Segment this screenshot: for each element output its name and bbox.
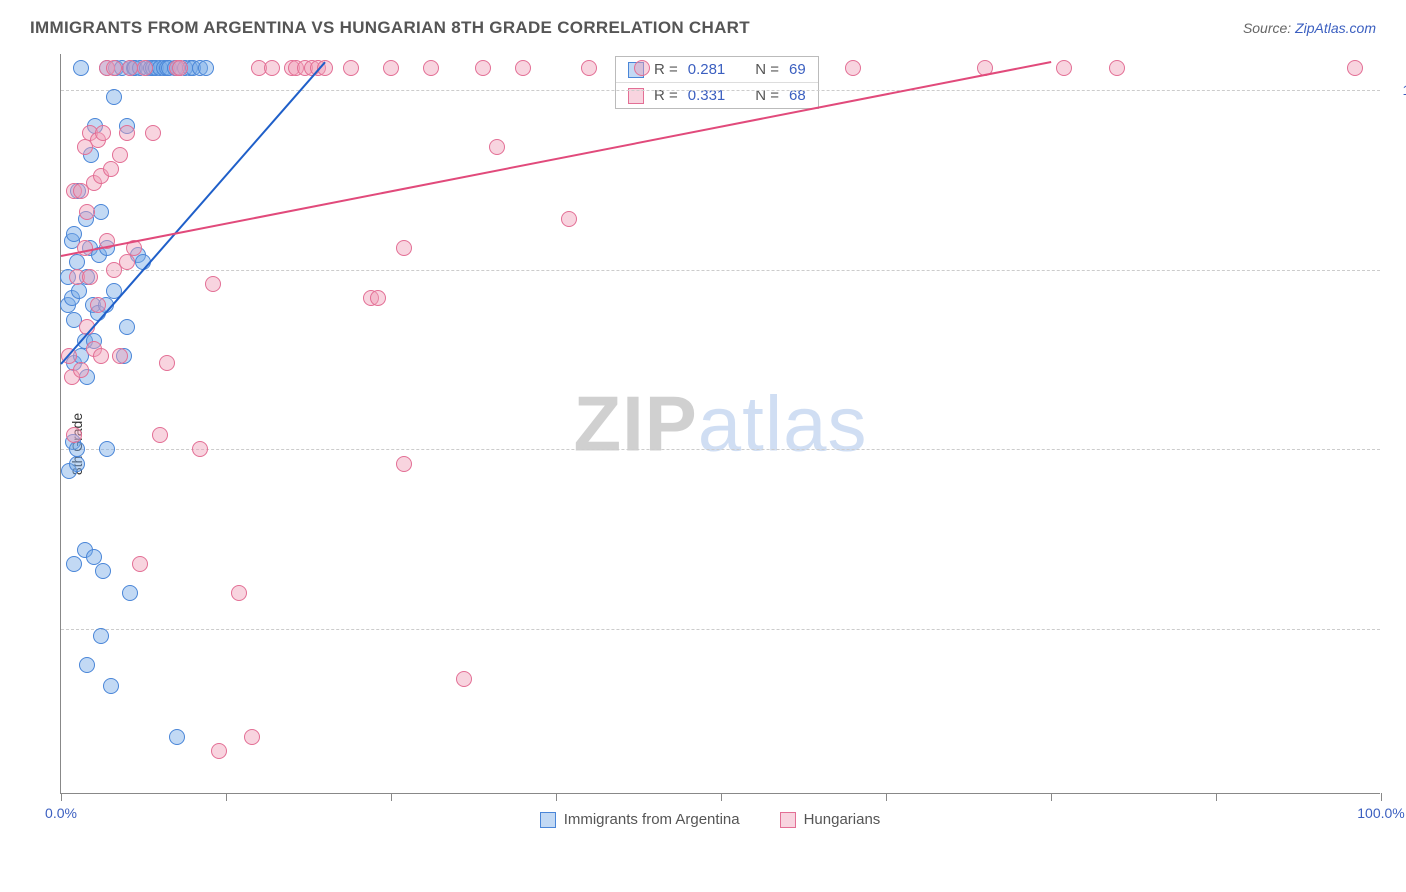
data-point — [66, 226, 82, 242]
data-point — [99, 441, 115, 457]
data-point — [343, 60, 359, 76]
data-point — [244, 729, 260, 745]
gridline-h — [61, 270, 1380, 271]
x-tick — [886, 793, 887, 801]
data-point — [383, 60, 399, 76]
data-point — [396, 240, 412, 256]
data-point — [137, 60, 153, 76]
data-point — [152, 427, 168, 443]
legend-swatch — [780, 812, 796, 828]
data-point — [93, 628, 109, 644]
data-point — [119, 319, 135, 335]
data-point — [581, 60, 597, 76]
legend-series-name: Immigrants from Argentina — [564, 811, 740, 828]
data-point — [112, 147, 128, 163]
data-point — [561, 211, 577, 227]
y-tick-label: 97.5% — [1390, 262, 1406, 278]
gridline-h — [61, 629, 1380, 630]
data-point — [77, 240, 93, 256]
x-tick — [391, 793, 392, 801]
x-tick — [721, 793, 722, 801]
data-point — [82, 269, 98, 285]
data-point — [396, 456, 412, 472]
source-prefix: Source: — [1243, 20, 1295, 36]
legend-stats-row: R = 0.331N = 68 — [616, 83, 818, 108]
data-point — [119, 254, 135, 270]
watermark-part2: atlas — [698, 379, 868, 467]
data-point — [1347, 60, 1363, 76]
y-tick-label: 95.0% — [1390, 441, 1406, 457]
data-point — [475, 60, 491, 76]
data-point — [119, 125, 135, 141]
chart-title: IMMIGRANTS FROM ARGENTINA VS HUNGARIAN 8… — [30, 18, 750, 38]
data-point — [122, 60, 138, 76]
data-point — [86, 549, 102, 565]
watermark-part1: ZIP — [573, 379, 697, 467]
data-point — [1109, 60, 1125, 76]
x-tick — [1381, 793, 1382, 801]
data-point — [103, 161, 119, 177]
gridline-h — [61, 90, 1380, 91]
data-point — [112, 348, 128, 364]
data-point — [106, 60, 122, 76]
x-tick — [61, 793, 62, 801]
data-point — [205, 276, 221, 292]
data-point — [69, 456, 85, 472]
data-point — [95, 563, 111, 579]
legend-bottom: Immigrants from Argentina Hungarians — [40, 811, 1380, 828]
data-point — [423, 60, 439, 76]
data-point — [198, 60, 214, 76]
watermark: ZIPatlas — [573, 378, 867, 469]
legend-n-value: 69 — [789, 61, 806, 78]
x-tick — [1051, 793, 1052, 801]
scatter-plot-area: ZIPatlas R = 0.281N = 69R = 0.331N = 68 … — [60, 54, 1380, 794]
data-point — [71, 283, 87, 299]
data-point — [231, 585, 247, 601]
data-point — [489, 139, 505, 155]
x-tick — [1216, 793, 1217, 801]
data-point — [192, 441, 208, 457]
data-point — [211, 743, 227, 759]
data-point — [90, 297, 106, 313]
data-point — [122, 585, 138, 601]
data-point — [95, 125, 111, 141]
data-point — [103, 678, 119, 694]
data-point — [106, 89, 122, 105]
data-point — [169, 729, 185, 745]
source-link[interactable]: ZipAtlas.com — [1295, 20, 1376, 36]
data-point — [264, 60, 280, 76]
data-point — [515, 60, 531, 76]
x-tick — [226, 793, 227, 801]
legend-n-label: N = — [755, 61, 779, 78]
data-point — [132, 556, 148, 572]
data-point — [456, 671, 472, 687]
data-point — [634, 60, 650, 76]
legend-bottom-item: Immigrants from Argentina — [540, 811, 740, 828]
data-point — [145, 125, 161, 141]
data-point — [79, 204, 95, 220]
gridline-h — [61, 449, 1380, 450]
legend-r-value: 0.281 — [688, 61, 726, 78]
data-point — [1056, 60, 1072, 76]
data-point — [73, 60, 89, 76]
data-point — [79, 657, 95, 673]
data-point — [159, 355, 175, 371]
legend-swatch — [540, 812, 556, 828]
legend-bottom-item: Hungarians — [780, 811, 881, 828]
data-point — [73, 362, 89, 378]
data-point — [93, 348, 109, 364]
data-point — [845, 60, 861, 76]
data-point — [172, 60, 188, 76]
data-point — [66, 427, 82, 443]
data-point — [66, 556, 82, 572]
legend-series-name: Hungarians — [804, 811, 881, 828]
legend-r-label: R = — [654, 61, 678, 78]
source-attribution: Source: ZipAtlas.com — [1243, 20, 1376, 36]
x-tick — [556, 793, 557, 801]
y-tick-label: 100.0% — [1390, 82, 1406, 98]
data-point — [370, 290, 386, 306]
y-tick-label: 92.5% — [1390, 621, 1406, 637]
